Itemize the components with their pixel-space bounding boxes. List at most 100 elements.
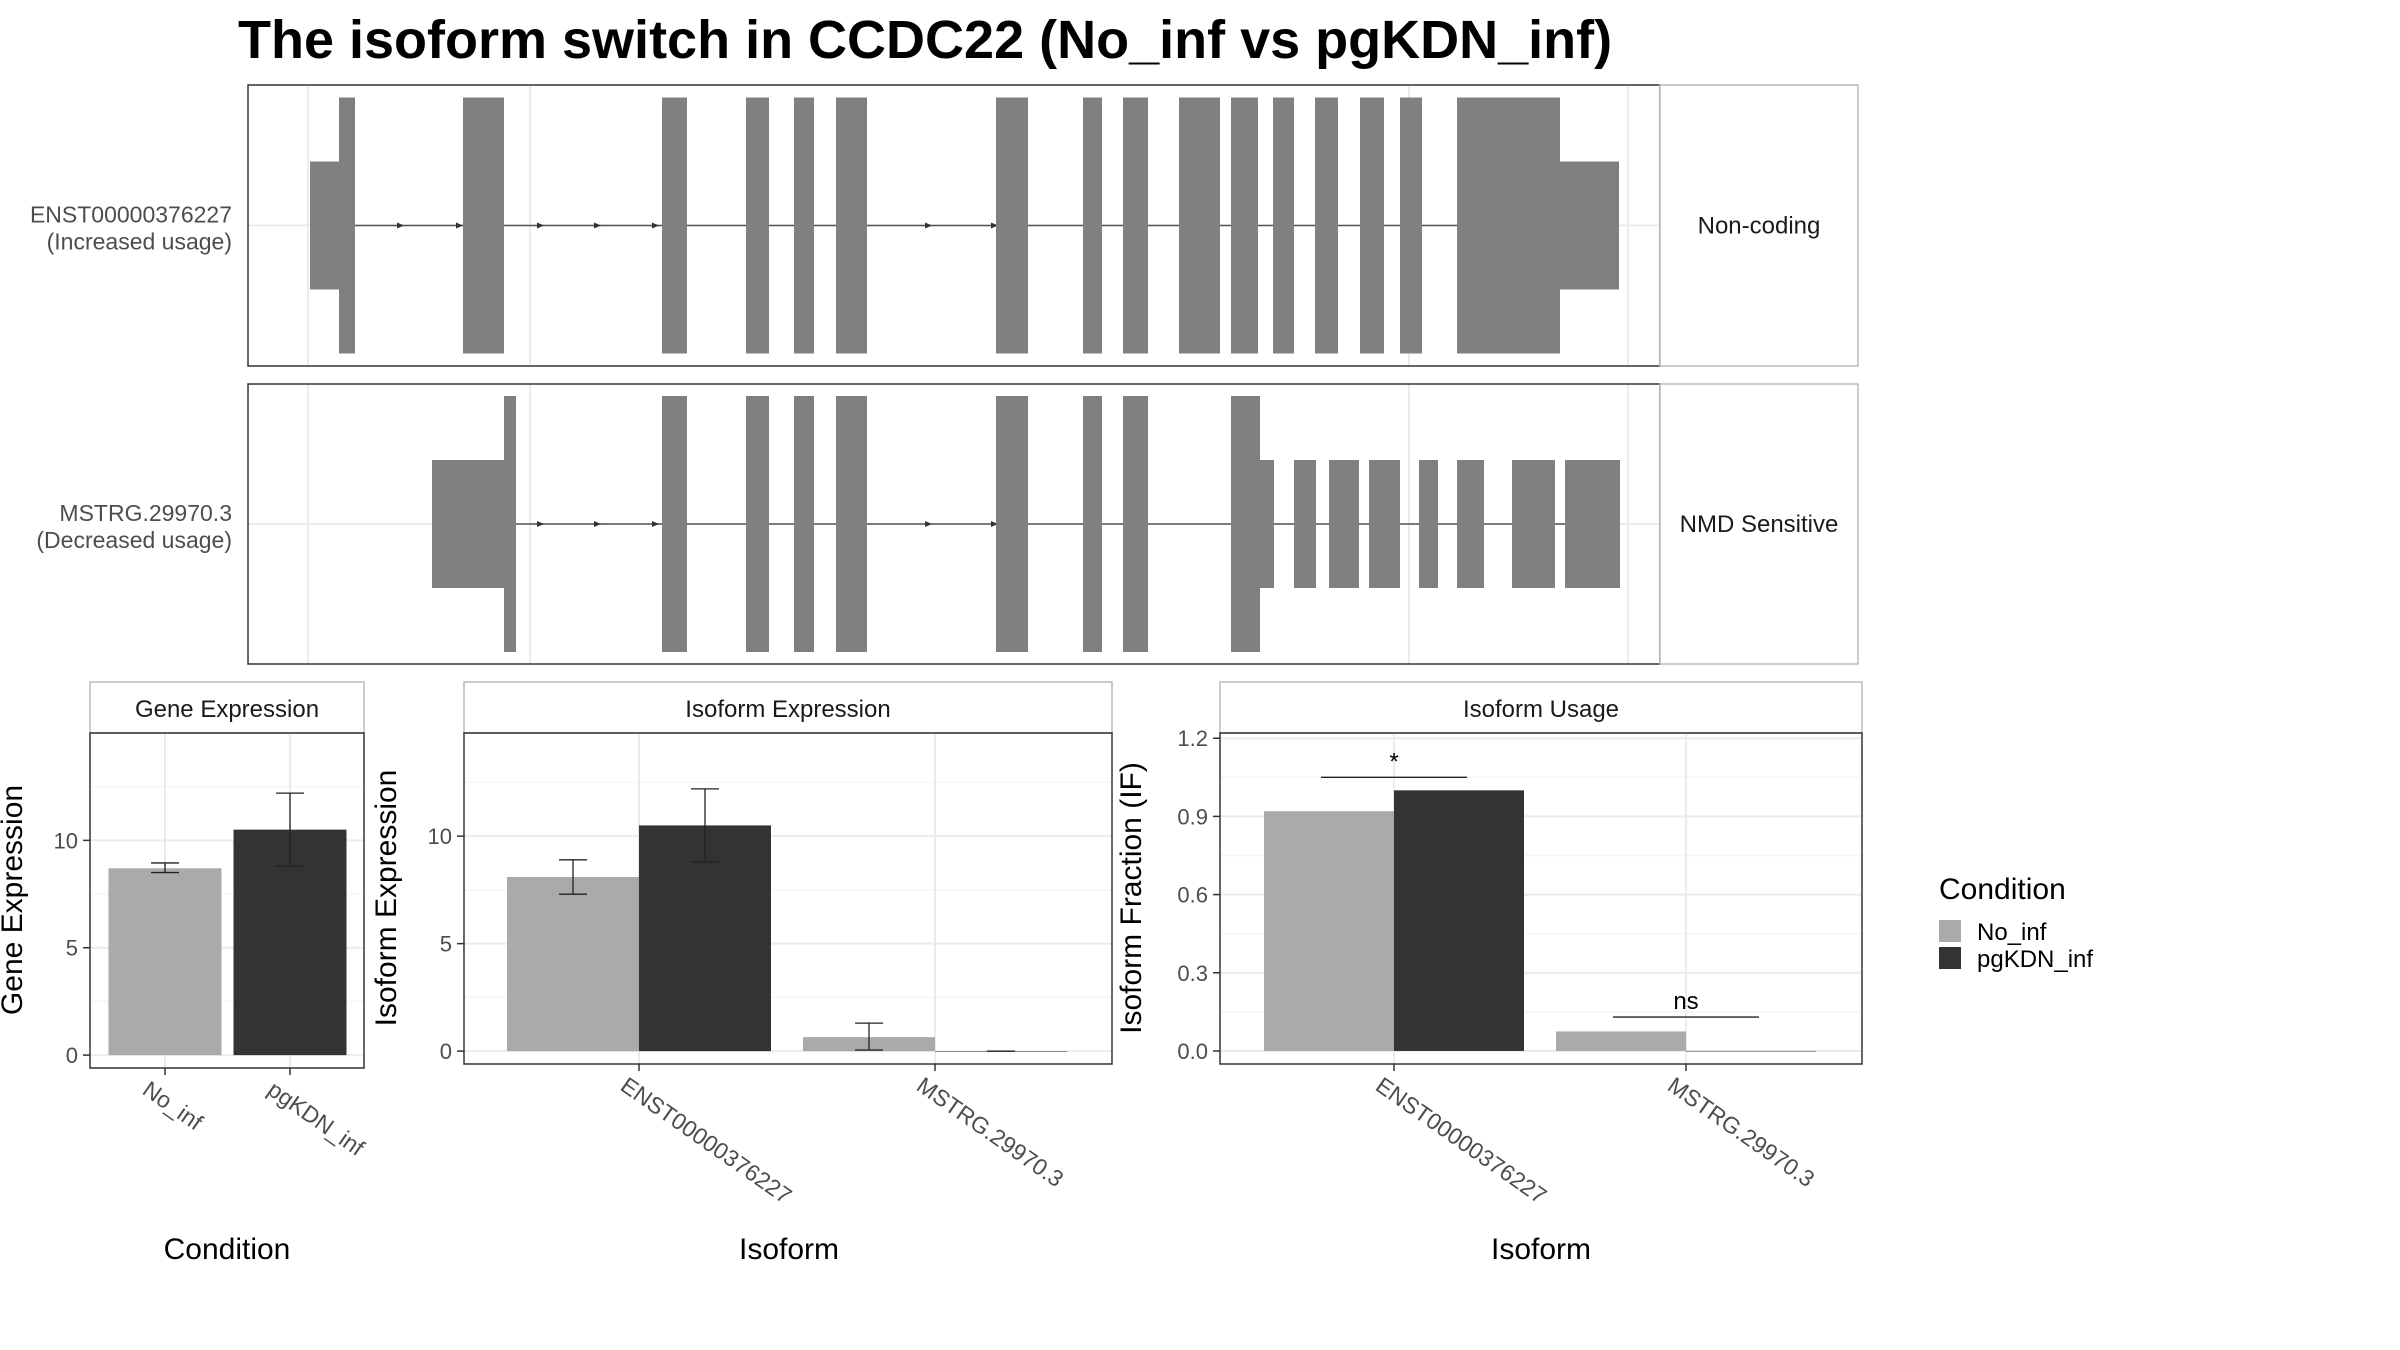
cds-exon xyxy=(1457,97,1484,354)
cds-exon xyxy=(1495,97,1560,354)
cds-exon xyxy=(463,97,504,354)
bar-No_inf-ENST00000376227 xyxy=(507,877,639,1052)
cds-exon xyxy=(1231,97,1258,354)
bar-panel-2: Isoform Expression 0 5 10 ENST00000376227 MST… xyxy=(370,681,1113,1266)
y-tick-label: 0.0 xyxy=(1177,1039,1208,1064)
bar-pgKDN_inf-MSTRG.29970.3 xyxy=(1686,1050,1816,1052)
bar-No_inf-MSTRG.29970.3 xyxy=(1556,1031,1686,1051)
legend-swatch-pgKDN_inf xyxy=(1939,947,1961,969)
strand-arrow xyxy=(594,521,601,527)
bar-pgKDN_inf xyxy=(233,829,347,1056)
track-category-label: NMD Sensitive xyxy=(1680,511,1839,538)
transcript-track-1: Non-coding ENST00000376227(Increased usag… xyxy=(30,84,1859,367)
x-tick-label: ENST00000376227 xyxy=(616,1072,796,1209)
cds-exon xyxy=(1273,97,1294,354)
bar-No_inf-ENST00000376227 xyxy=(1264,811,1394,1051)
bar-pgKDN_inf-ENST00000376227 xyxy=(1394,790,1524,1051)
cds-exon xyxy=(746,396,769,652)
strand-arrow xyxy=(397,222,404,229)
x-axis-title: Isoform xyxy=(739,1233,839,1266)
cds-exon xyxy=(339,97,355,354)
transcript-track-2: NMD Sensitive MSTRG.29970.3(Decreased usa… xyxy=(36,383,1859,665)
cds-exon xyxy=(794,396,814,652)
panel-title: Isoform Expression xyxy=(685,696,890,723)
cds-exon xyxy=(1179,97,1220,354)
cds-exon xyxy=(662,97,687,354)
legend-label: pgKDN_inf xyxy=(1977,946,2093,973)
significance-label: * xyxy=(1389,748,1398,775)
strand-arrow xyxy=(537,521,544,527)
utr-exon xyxy=(1565,460,1620,588)
y-tick-label: 5 xyxy=(440,932,452,957)
y-tick-label: 0.9 xyxy=(1177,804,1208,829)
y-tick-label: 10 xyxy=(428,824,452,849)
legend-label: No_inf xyxy=(1977,919,2047,946)
legend-title: Condition xyxy=(1939,873,2066,906)
figure-title: The isoform switch in CCDC22 (No_inf vs … xyxy=(238,10,1612,70)
strand-arrow xyxy=(991,521,998,527)
track-category-strip xyxy=(1659,383,1859,665)
bar-No_inf xyxy=(108,868,222,1056)
track-category-label: Non-coding xyxy=(1698,213,1821,240)
cds-exon xyxy=(504,396,516,652)
panel-title-strip xyxy=(463,681,1113,734)
panel-border xyxy=(89,732,365,1069)
strand-arrow xyxy=(652,222,659,229)
x-tick-label: pgKDN_inf xyxy=(263,1076,370,1161)
legend-swatch-No_inf xyxy=(1939,920,1961,942)
bar-panel-3: Isoform Usage * ns 0.0 0.3 0.6 0.9 1.2 ENST00000… xyxy=(1115,681,1863,1266)
cds-exon xyxy=(996,97,1028,354)
x-axis-title: Isoform xyxy=(1491,1233,1591,1266)
transcript-usage-label: (Decreased usage) xyxy=(36,527,232,553)
y-axis-title: Isoform Fraction (IF) xyxy=(1115,762,1148,1034)
cds-exon xyxy=(1123,97,1148,354)
utr-exon xyxy=(1512,460,1555,588)
transcript-usage-label: (Increased usage) xyxy=(47,229,232,255)
y-axis-title: Isoform Expression xyxy=(370,770,403,1027)
strand-arrow xyxy=(652,521,659,527)
strand-arrow xyxy=(925,521,932,527)
strand-arrow xyxy=(594,222,601,229)
panel-title-strip xyxy=(89,681,365,734)
utr-exon xyxy=(1419,460,1438,588)
utr-exon xyxy=(1369,460,1400,588)
strand-arrow xyxy=(925,222,932,229)
x-axis-title: Condition xyxy=(164,1233,291,1266)
y-tick-label: 0.3 xyxy=(1177,961,1208,986)
x-tick-label: MSTRG.29970.3 xyxy=(1663,1072,1819,1192)
utr-exon xyxy=(1457,460,1484,588)
panel-border xyxy=(463,732,1113,1065)
cds-exon xyxy=(1083,97,1102,354)
cds-exon xyxy=(1400,97,1422,354)
cds-exon xyxy=(1231,396,1249,652)
utr-exon xyxy=(1560,161,1619,290)
y-tick-label: 5 xyxy=(66,936,78,961)
y-tick-label: 0 xyxy=(440,1039,452,1064)
significance-label: ns xyxy=(1673,988,1698,1015)
x-tick-label: MSTRG.29970.3 xyxy=(912,1072,1068,1192)
cds-exon xyxy=(794,97,814,354)
y-tick-label: 0 xyxy=(66,1043,78,1068)
cds-exon xyxy=(1360,97,1384,354)
panel-title-strip xyxy=(1219,681,1863,734)
x-tick-label: ENST00000376227 xyxy=(1371,1072,1551,1209)
y-tick-label: 1.2 xyxy=(1177,726,1208,751)
cds-exon xyxy=(996,396,1028,652)
y-tick-label: 10 xyxy=(54,828,78,853)
utr-exon xyxy=(1329,460,1359,588)
cds-exon xyxy=(746,97,769,354)
cds-exon xyxy=(1083,396,1102,652)
x-tick-label: No_inf xyxy=(138,1076,208,1136)
cds-exon xyxy=(1123,396,1148,652)
y-tick-label: 0.6 xyxy=(1177,883,1208,908)
cds-exon xyxy=(1484,97,1495,354)
bar-panel-1: Gene Expression 0 5 10 No_inf pgKDN_inf Condit… xyxy=(0,681,370,1266)
utr-exon xyxy=(1294,460,1316,588)
cds-exon xyxy=(836,396,867,652)
panel-title: Isoform Usage xyxy=(1463,696,1619,723)
panel-title: Gene Expression xyxy=(135,696,319,723)
utr-exon xyxy=(310,161,339,290)
panel-border xyxy=(1219,732,1863,1065)
